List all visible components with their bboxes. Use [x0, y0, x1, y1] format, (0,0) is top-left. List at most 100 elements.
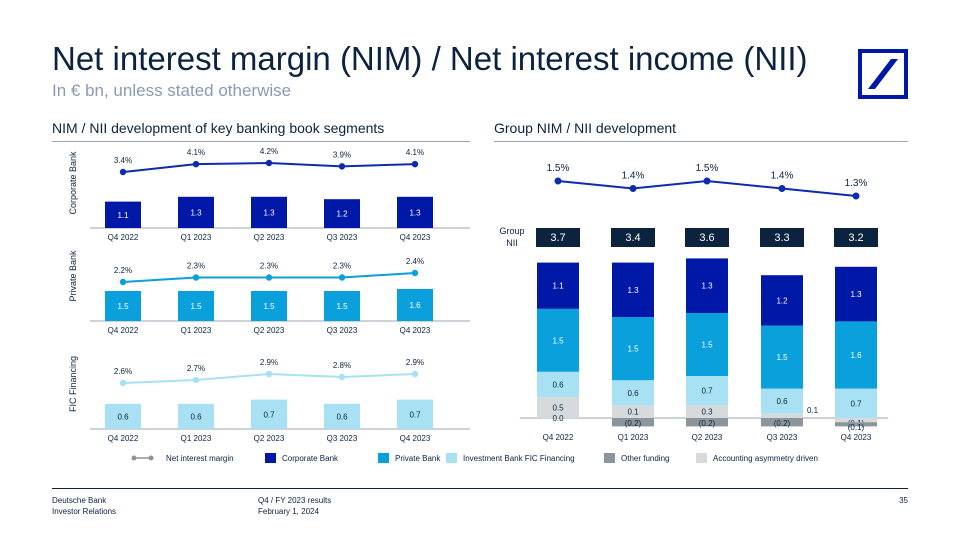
- bar-label: 1.1: [117, 211, 129, 220]
- footer-rule: [52, 488, 908, 489]
- group-nim-label: 1.4%: [771, 171, 794, 182]
- group-nii-box: [760, 228, 804, 247]
- bar-label: 1.5: [117, 302, 129, 311]
- bar: [324, 291, 360, 321]
- group-category-label: Q4 2023: [841, 433, 872, 442]
- group-segment-label: 1.2: [776, 296, 788, 305]
- nim-point: [338, 163, 346, 170]
- logo-slash-icon: [868, 59, 898, 89]
- group-segment-label: 0.7: [850, 399, 862, 408]
- group-segment-label: (0.2): [774, 419, 791, 428]
- group-segment: [761, 418, 803, 427]
- group-nii-value: 3.3: [774, 232, 789, 244]
- group-segment-label: 0.5: [552, 404, 564, 413]
- group-nim-label: 1.5%: [696, 163, 719, 174]
- nim-point: [411, 370, 419, 378]
- group-segment-label: 1.5: [552, 336, 564, 345]
- group-segment: [612, 317, 654, 381]
- footer-company: Deutsche Bank: [52, 496, 107, 505]
- footer-date: February 1, 2024: [258, 507, 319, 516]
- right-section-title: Group NIM / NII development: [494, 120, 677, 136]
- nim-label: 4.2%: [260, 147, 278, 156]
- nim-point: [265, 159, 273, 167]
- group-segment: [612, 418, 654, 427]
- nim-label: 2.9%: [260, 358, 278, 367]
- group-segment-label: 1.3: [850, 290, 862, 299]
- bar-label: 1.5: [190, 302, 202, 311]
- group-segment: [612, 405, 654, 418]
- legend-dot: [148, 455, 154, 461]
- group-segment: [835, 266, 877, 322]
- bar: [251, 196, 287, 228]
- group-segment: [686, 405, 728, 418]
- group-nim-point: [778, 185, 786, 192]
- panel-fic-financing: FIC Financing 0.6 2.6% Q4 2022 0.6 2.7% Q1 202…: [68, 356, 470, 443]
- group-segment-label: 0.1: [627, 408, 639, 417]
- bar: [105, 291, 141, 321]
- group-segment: [835, 418, 877, 423]
- legend-label: Private Bank: [395, 454, 441, 463]
- bar: [178, 196, 214, 228]
- nim-label: 2.4%: [406, 257, 424, 266]
- category-label: Q4 2023: [400, 233, 431, 242]
- group-segment-label: 0.1: [807, 406, 819, 415]
- group-segment: [761, 413, 803, 418]
- group-nii-box: [834, 228, 878, 247]
- group-segment-label: 0.6: [552, 380, 564, 389]
- group-segment-label: (0.2): [625, 419, 642, 428]
- group-segment-label: 1.5: [627, 345, 639, 354]
- nim-point: [119, 379, 127, 387]
- bar-label: 0.6: [336, 412, 348, 421]
- nim-point: [192, 160, 200, 168]
- group-segment-label: 0.6: [627, 389, 639, 398]
- page-subtitle: In € bn, unless stated otherwise: [52, 81, 292, 100]
- group-segment-label: (0.1): [848, 423, 865, 432]
- group-segment: [686, 418, 728, 427]
- bar: [324, 403, 360, 429]
- right-section-rule: [494, 141, 908, 142]
- nim-label: 2.7%: [187, 364, 205, 373]
- page-title: Net interest margin (NIM) / Net interest…: [52, 40, 808, 77]
- bar-label: 1.6: [409, 301, 421, 310]
- bar: [178, 403, 214, 429]
- deutsche-bank-logo: [858, 49, 908, 99]
- category-label: Q1 2023: [181, 233, 212, 242]
- category-label: Q3 2023: [327, 434, 358, 443]
- bar: [251, 399, 287, 429]
- group-nii-value: 3.6: [699, 232, 714, 244]
- category-label: Q2 2023: [254, 434, 285, 443]
- group-segment: [537, 262, 579, 309]
- bar-label: 1.3: [409, 208, 421, 217]
- nim-point: [265, 274, 273, 281]
- nim-point: [338, 373, 346, 381]
- group-segment-label: 0.3: [701, 408, 713, 417]
- footer-report: Q4 / FY 2023 results: [258, 496, 332, 505]
- nim-point: [192, 274, 200, 281]
- bar-label: 1.5: [336, 302, 348, 311]
- bar-label: 0.6: [190, 412, 202, 421]
- legend-swatch: [378, 453, 389, 463]
- panel-corporate-bank: Corporate Bank 1.1 3.4% Q4 2022 1.3 4.1% Q1 20…: [68, 147, 470, 242]
- group-nim-point: [852, 192, 860, 200]
- nim-point: [411, 160, 419, 168]
- group-nii-value: 3.4: [625, 232, 640, 244]
- group-nii-box: [611, 228, 655, 247]
- nim-point: [119, 168, 127, 176]
- legend-label: Investment Bank FIC Financing: [463, 454, 575, 463]
- bar: [397, 399, 433, 429]
- nim-point: [192, 376, 200, 384]
- footer-company-block: Deutsche Bank Investor Relations: [52, 495, 116, 517]
- panel-ylabel: Corporate Bank: [68, 151, 78, 215]
- bar: [397, 289, 433, 321]
- group-nii-value: 3.2: [848, 232, 863, 244]
- group-segment-label: 1.3: [627, 286, 639, 295]
- category-label: Q2 2023: [254, 233, 285, 242]
- bar: [105, 403, 141, 429]
- group-category-label: Q1 2023: [618, 433, 649, 442]
- group-nii-box: [685, 228, 729, 247]
- group-nim-label: 1.3%: [845, 178, 868, 189]
- group-segment: [537, 308, 579, 372]
- nim-point: [119, 278, 127, 286]
- nim-label: 3.9%: [333, 150, 351, 159]
- group-segment-label: 0.7: [701, 387, 713, 396]
